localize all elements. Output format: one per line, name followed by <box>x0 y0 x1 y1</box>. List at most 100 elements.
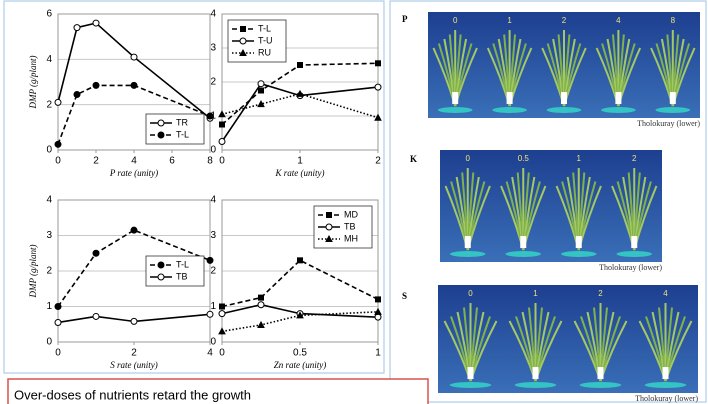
legend-label: MD <box>344 209 358 219</box>
x-tick-label: 2 <box>131 348 137 359</box>
marker <box>93 250 99 256</box>
x-axis-label: K rate (unity) <box>275 168 325 178</box>
marker <box>258 322 264 328</box>
pot-label <box>465 236 471 248</box>
y-axis-label: DMP (g/plant) <box>28 244 38 298</box>
level-label: 2 <box>632 154 637 163</box>
marker <box>131 227 137 233</box>
x-axis-label: P rate (unity) <box>109 168 158 178</box>
pot-label <box>452 92 458 104</box>
pot-label <box>507 92 513 104</box>
legend-marker <box>241 27 246 32</box>
level-label: 0.5 <box>518 154 530 163</box>
marker <box>55 141 61 147</box>
y-tick-label: 4 <box>46 195 52 206</box>
level-label: 8 <box>671 16 676 25</box>
pot <box>561 251 597 257</box>
marker <box>259 295 264 300</box>
pot-label <box>663 367 669 379</box>
legend-label: MH <box>344 233 358 243</box>
figure: 024602468P rate (unity)DMP (g/plant)TRT-… <box>0 0 708 404</box>
level-label: 0 <box>453 16 458 25</box>
panel-letter: K <box>410 154 417 164</box>
legend-marker <box>240 38 246 44</box>
y-tick-label: 3 <box>210 230 216 241</box>
pot-label <box>598 367 604 379</box>
y-axis-label: DMP (g/plant) <box>28 55 38 109</box>
panel-letter: P <box>402 14 408 24</box>
marker <box>376 297 381 302</box>
legend-label: TB <box>176 271 188 281</box>
marker <box>207 311 213 317</box>
x-tick-label: 0 <box>219 348 225 359</box>
marker <box>375 84 381 90</box>
photo-caption: Tholokuray (lower) <box>635 394 698 403</box>
x-tick-label: 6 <box>169 156 175 167</box>
legend-label: T-L <box>176 129 189 139</box>
legend-marker <box>158 262 164 268</box>
pot <box>450 382 492 388</box>
marker <box>74 25 80 31</box>
y-tick-label: 0 <box>210 337 216 348</box>
marker <box>131 82 137 88</box>
y-tick-label: 0 <box>210 145 216 156</box>
marker <box>93 313 99 319</box>
y-tick-label: 3 <box>210 43 216 54</box>
pot-label <box>520 236 526 248</box>
x-tick-label: 2 <box>93 156 99 167</box>
pot <box>505 251 541 257</box>
marker <box>219 328 225 334</box>
level-label: 1 <box>507 16 512 25</box>
marker <box>55 304 61 310</box>
level-label: 4 <box>663 289 668 298</box>
y-tick-label: 2 <box>46 99 52 110</box>
y-tick-label: 1 <box>210 111 216 122</box>
charts-panel <box>4 1 384 373</box>
marker <box>207 257 213 263</box>
marker <box>219 139 225 145</box>
legend-label: TR <box>176 117 188 127</box>
pot-label <box>561 92 567 104</box>
marker <box>131 54 137 60</box>
x-axis-label: Zn rate (unity) <box>274 360 327 370</box>
marker <box>375 309 381 315</box>
y-tick-label: 0 <box>46 145 52 156</box>
marker <box>93 82 99 88</box>
legend-marker <box>158 120 164 126</box>
pot-label <box>533 367 539 379</box>
pot-label <box>670 92 676 104</box>
marker <box>298 63 303 68</box>
legend-box <box>146 114 204 144</box>
x-tick-label: 0 <box>55 156 61 167</box>
pot <box>450 251 486 257</box>
pot <box>515 382 557 388</box>
y-tick-label: 3 <box>46 230 52 241</box>
photo-caption: Tholokuray (lower) <box>637 119 700 128</box>
marker <box>55 319 61 325</box>
level-label: 4 <box>616 16 621 25</box>
x-tick-label: 1 <box>297 156 303 167</box>
series-line <box>58 23 210 118</box>
pot-label <box>468 367 474 379</box>
panel-letter: S <box>402 291 407 301</box>
x-tick-label: 0 <box>219 156 225 167</box>
legend-label: RU <box>258 47 271 57</box>
marker <box>55 99 61 105</box>
y-tick-label: 4 <box>210 9 216 20</box>
x-tick-label: 0 <box>55 348 61 359</box>
pot-label <box>631 236 637 248</box>
level-label: 1 <box>533 289 538 298</box>
y-tick-label: 2 <box>210 266 216 277</box>
pot <box>547 107 582 113</box>
x-tick-label: 4 <box>131 156 137 167</box>
x-tick-label: 1 <box>375 348 381 359</box>
marker <box>258 302 264 308</box>
pot <box>645 382 687 388</box>
level-label: 0 <box>466 154 471 163</box>
y-tick-label: 4 <box>46 54 52 65</box>
y-tick-label: 1 <box>46 301 52 312</box>
pot-label <box>576 236 582 248</box>
marker <box>74 91 80 97</box>
marker <box>93 20 99 26</box>
y-tick-label: 0 <box>46 337 52 348</box>
